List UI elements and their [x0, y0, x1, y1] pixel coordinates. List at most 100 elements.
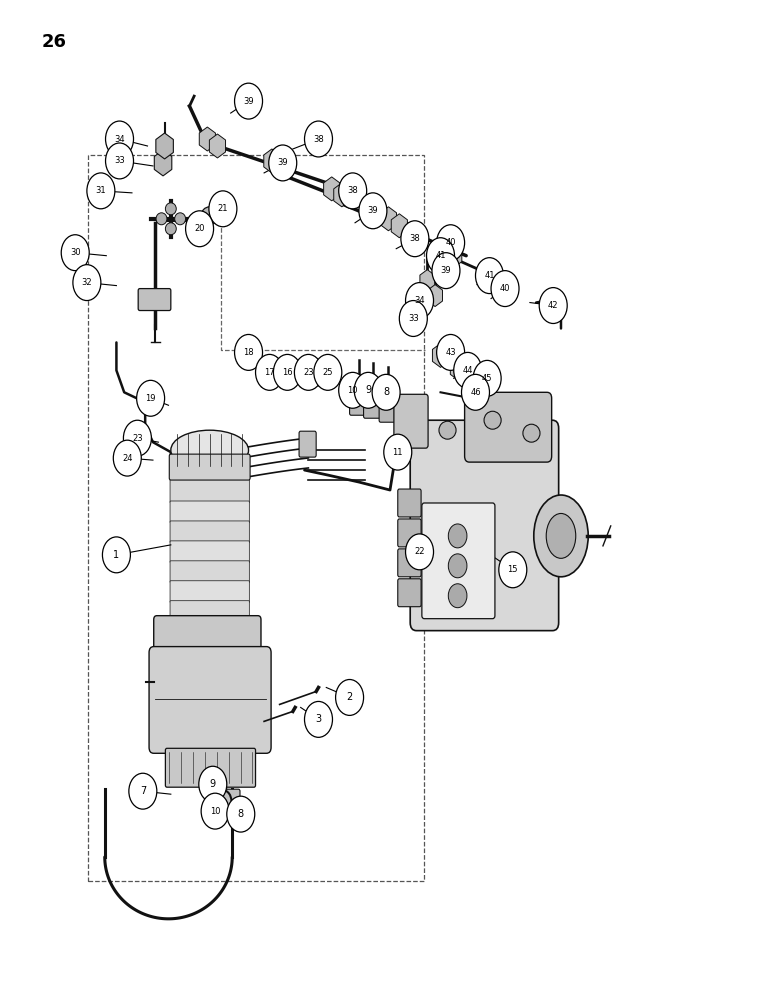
Circle shape	[256, 354, 283, 390]
Circle shape	[105, 143, 133, 179]
Circle shape	[87, 173, 115, 209]
Text: 41: 41	[435, 251, 445, 260]
FancyBboxPatch shape	[398, 549, 421, 577]
Circle shape	[304, 701, 332, 737]
FancyBboxPatch shape	[465, 392, 551, 462]
FancyBboxPatch shape	[170, 561, 250, 583]
Text: 34: 34	[414, 296, 425, 305]
Text: 40: 40	[445, 238, 456, 247]
FancyBboxPatch shape	[410, 420, 558, 631]
Text: 22: 22	[414, 547, 425, 556]
Circle shape	[227, 796, 255, 832]
Circle shape	[314, 354, 342, 390]
Text: 9: 9	[365, 385, 371, 395]
FancyBboxPatch shape	[210, 789, 229, 809]
Circle shape	[62, 235, 89, 271]
FancyBboxPatch shape	[222, 789, 240, 809]
Text: 30: 30	[70, 248, 80, 257]
Circle shape	[354, 372, 382, 408]
FancyBboxPatch shape	[394, 394, 428, 448]
FancyBboxPatch shape	[170, 501, 250, 523]
Circle shape	[235, 83, 263, 119]
Circle shape	[448, 524, 467, 548]
FancyBboxPatch shape	[169, 454, 250, 480]
Text: 25: 25	[323, 368, 333, 377]
FancyBboxPatch shape	[149, 647, 271, 753]
Circle shape	[274, 354, 301, 390]
Text: 8: 8	[238, 809, 244, 819]
Circle shape	[473, 360, 501, 396]
Circle shape	[73, 265, 101, 301]
Text: 1: 1	[113, 550, 119, 560]
FancyBboxPatch shape	[170, 521, 250, 543]
Circle shape	[454, 352, 482, 388]
FancyBboxPatch shape	[363, 398, 382, 418]
Text: 40: 40	[500, 284, 510, 293]
Circle shape	[304, 121, 332, 157]
Circle shape	[499, 552, 526, 588]
FancyBboxPatch shape	[170, 601, 250, 623]
Ellipse shape	[165, 223, 176, 235]
FancyBboxPatch shape	[170, 581, 250, 603]
Circle shape	[476, 258, 503, 294]
FancyBboxPatch shape	[154, 616, 261, 656]
Text: 31: 31	[96, 186, 106, 195]
Text: 39: 39	[243, 97, 254, 106]
Text: 38: 38	[313, 135, 324, 144]
Circle shape	[201, 793, 229, 829]
Circle shape	[462, 374, 490, 410]
Text: 41: 41	[484, 271, 495, 280]
Circle shape	[269, 145, 296, 181]
Text: 24: 24	[122, 454, 133, 463]
Ellipse shape	[484, 411, 501, 429]
Circle shape	[136, 380, 165, 416]
Text: 44: 44	[463, 366, 473, 375]
Circle shape	[209, 191, 237, 227]
Circle shape	[372, 374, 400, 410]
Circle shape	[359, 193, 387, 229]
Circle shape	[123, 420, 151, 456]
Text: 42: 42	[548, 301, 558, 310]
Circle shape	[113, 440, 141, 476]
Circle shape	[427, 238, 455, 274]
FancyBboxPatch shape	[379, 402, 398, 422]
FancyBboxPatch shape	[170, 479, 250, 503]
Ellipse shape	[534, 495, 588, 577]
Text: 32: 32	[82, 278, 92, 287]
Text: 10: 10	[347, 386, 358, 395]
Circle shape	[384, 434, 412, 470]
Circle shape	[399, 301, 427, 336]
Text: 2: 2	[346, 692, 353, 702]
Ellipse shape	[523, 424, 540, 442]
Text: 45: 45	[482, 374, 492, 383]
Circle shape	[186, 211, 214, 247]
Circle shape	[432, 253, 460, 289]
Text: 8: 8	[383, 387, 389, 397]
FancyBboxPatch shape	[349, 395, 368, 415]
Ellipse shape	[156, 213, 167, 225]
Text: 19: 19	[145, 394, 156, 403]
Text: 23: 23	[132, 434, 143, 443]
Text: 33: 33	[114, 156, 125, 165]
FancyBboxPatch shape	[398, 579, 421, 607]
Ellipse shape	[439, 421, 456, 439]
Text: 34: 34	[114, 135, 125, 144]
Ellipse shape	[171, 430, 249, 470]
FancyBboxPatch shape	[170, 541, 250, 563]
Circle shape	[129, 773, 157, 809]
Circle shape	[339, 372, 367, 408]
Circle shape	[448, 584, 467, 608]
FancyBboxPatch shape	[422, 503, 495, 619]
Circle shape	[102, 537, 130, 573]
Ellipse shape	[546, 513, 576, 558]
Circle shape	[199, 766, 227, 802]
Text: 10: 10	[210, 807, 221, 816]
Ellipse shape	[201, 207, 218, 225]
FancyBboxPatch shape	[398, 519, 421, 547]
Text: 17: 17	[264, 368, 275, 377]
Text: 3: 3	[315, 714, 321, 724]
Text: 46: 46	[470, 388, 480, 397]
Circle shape	[539, 288, 567, 323]
Text: 15: 15	[508, 565, 518, 574]
FancyBboxPatch shape	[138, 289, 171, 311]
